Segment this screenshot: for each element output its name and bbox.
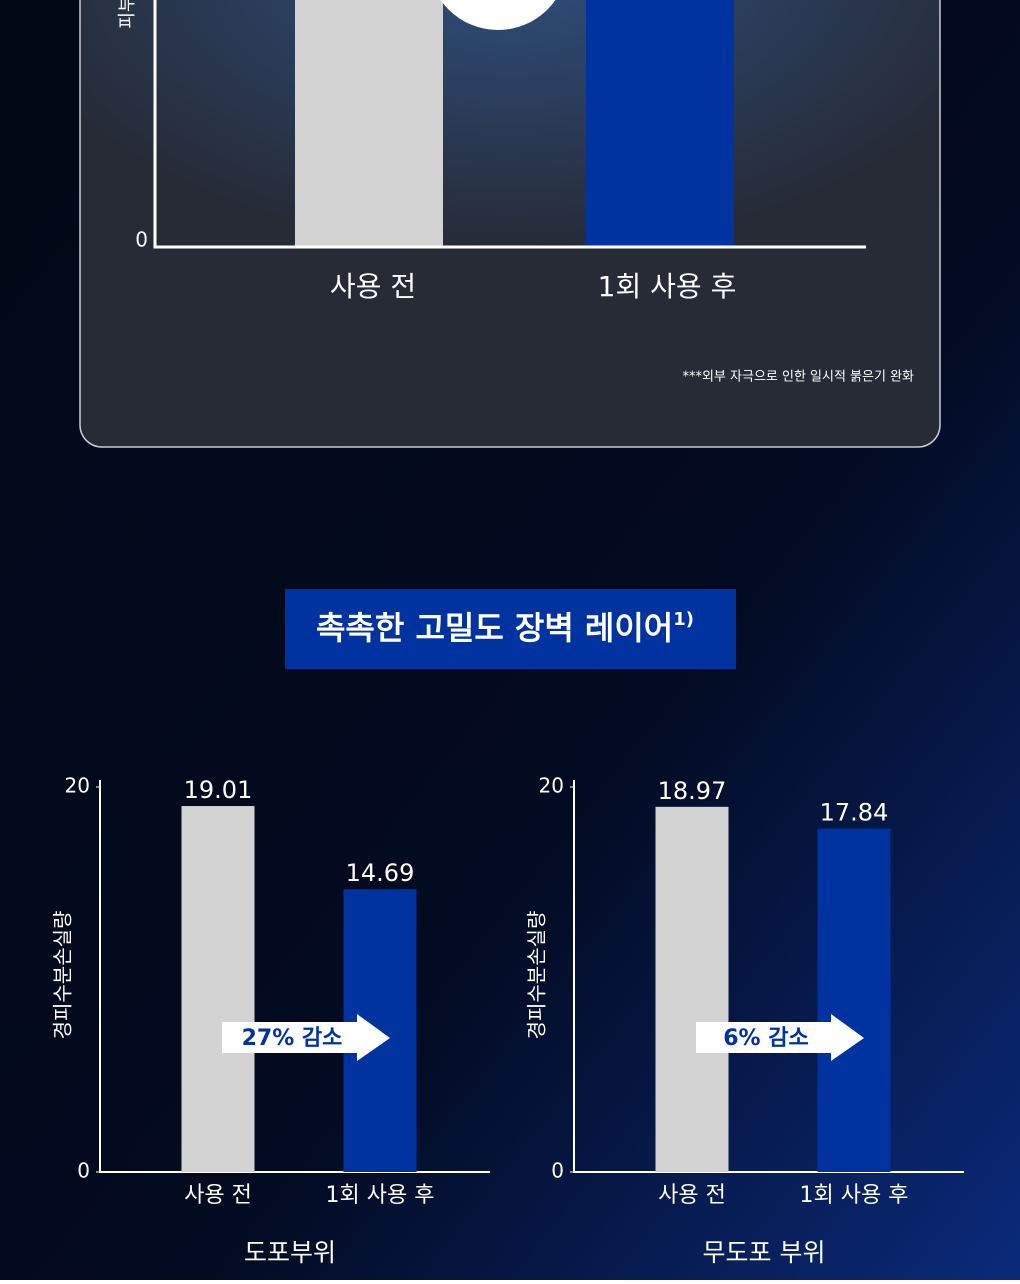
badge-circle <box>440 0 556 30</box>
top-axis <box>153 0 866 249</box>
bar <box>817 828 891 1172</box>
value-label: 18.97 <box>658 777 727 805</box>
x-tick-label: 1회 사용 후 <box>800 1183 909 1208</box>
banner-note: 1) <box>673 609 694 630</box>
top-ylabel: 피부 <box>117 0 138 29</box>
footnote: ***외부 자극으로 인한 일시적 붉은기 완화 <box>682 370 914 385</box>
y-tick-label: 20 <box>65 774 90 798</box>
annotation: 27% 감소 <box>242 1026 343 1051</box>
arrow <box>222 1014 390 1061</box>
banner-title: 촉촉한 고밀도 장벽 레이어1) <box>316 609 694 647</box>
top-bar <box>586 0 734 247</box>
x-axis-label: 무도포 부위 <box>703 1238 826 1267</box>
x-tick-label: 1회 사용 후 <box>326 1183 435 1208</box>
annotation: 6% 감소 <box>723 1026 809 1051</box>
y-axis-label: 경피수분손실량 <box>51 911 75 1040</box>
y-tick-label: 0 <box>77 1159 90 1183</box>
banner <box>285 589 736 669</box>
top-bar <box>295 0 443 247</box>
bar <box>181 806 255 1172</box>
y-axis-label: 경피수분손실량 <box>525 911 549 1040</box>
value-label: 19.01 <box>184 776 253 804</box>
x-tick-label: 사용 전 <box>330 270 416 303</box>
value-label: 17.84 <box>820 799 889 827</box>
y-tick-label: 0 <box>551 1159 564 1183</box>
bar <box>655 806 729 1172</box>
x-tick-label: 1회 사용 후 <box>598 270 737 303</box>
banner-title-text: 촉촉한 고밀도 장벽 레이어 <box>316 609 673 647</box>
x-axis-label: 도포부위 <box>244 1238 336 1267</box>
x-tick-label: 사용 전 <box>658 1183 726 1208</box>
x-tick-label: 사용 전 <box>184 1183 252 1208</box>
y-tick-label: 0 <box>135 228 148 252</box>
arrow <box>696 1014 864 1061</box>
value-label: 14.69 <box>346 859 415 887</box>
y-tick-label: 20 <box>539 774 564 798</box>
